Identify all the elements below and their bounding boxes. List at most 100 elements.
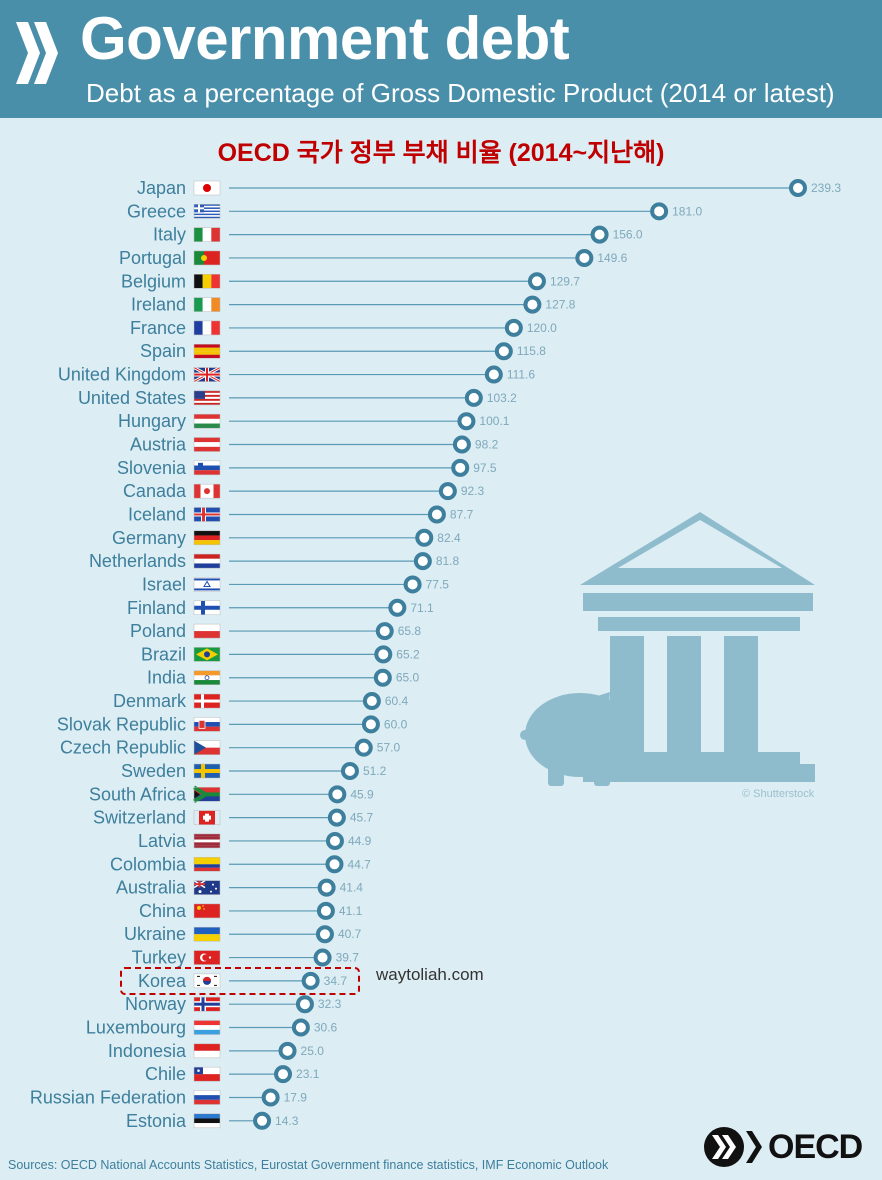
country-label: Chile	[145, 1064, 186, 1084]
value-label: 32.3	[318, 997, 342, 1011]
value-marker	[361, 715, 380, 734]
value-label: 87.7	[450, 507, 474, 521]
value-marker	[374, 645, 393, 664]
country-label: Brazil	[141, 644, 186, 664]
watermark-text: waytoliah.com	[376, 965, 484, 984]
value-label: 57.0	[377, 741, 401, 755]
country-label: China	[139, 901, 187, 921]
country-label: Ukraine	[124, 924, 186, 944]
value-label: 14.3	[275, 1114, 299, 1128]
value-marker	[325, 855, 344, 874]
value-label: 30.6	[314, 1021, 338, 1035]
value-label: 44.7	[347, 857, 371, 871]
value-label: 82.4	[437, 531, 461, 545]
value-label: 156.0	[613, 228, 643, 242]
korea-highlight-box	[120, 967, 360, 995]
value-label: 98.2	[475, 438, 499, 452]
china-flag-icon	[193, 903, 221, 919]
value-label: 41.4	[340, 881, 364, 895]
value-label: 181.0	[672, 204, 702, 218]
country-label: India	[147, 668, 187, 688]
south-africa-flag-icon	[192, 785, 221, 804]
value-marker	[452, 435, 471, 454]
value-marker	[650, 202, 669, 221]
value-marker	[427, 505, 446, 524]
value-label: 23.1	[296, 1067, 320, 1081]
chile-flag-icon	[193, 1066, 221, 1082]
value-marker	[278, 1041, 297, 1060]
oecd-logo-text: OECD	[768, 1128, 863, 1166]
value-label: 39.7	[336, 951, 360, 965]
japan-flag-icon	[193, 180, 221, 196]
value-marker	[340, 762, 359, 780]
value-marker	[494, 342, 513, 361]
country-label: Australia	[116, 878, 187, 898]
netherlands-flag-icon	[193, 553, 221, 569]
country-label: Slovak Republic	[57, 714, 186, 734]
country-label: Finland	[127, 598, 186, 618]
indonesia-flag-icon	[193, 1043, 221, 1059]
united-states-flag-icon	[193, 390, 221, 406]
finland-flag-icon	[193, 600, 221, 616]
country-label: Japan	[137, 178, 186, 198]
value-marker	[438, 482, 457, 501]
oecd-logo-icon	[704, 1127, 762, 1167]
israel-flag-icon	[193, 577, 221, 592]
value-label: 115.8	[517, 344, 546, 358]
country-label: Austria	[130, 435, 187, 455]
poland-flag-icon	[193, 623, 221, 639]
value-label: 65.8	[398, 624, 422, 638]
belgium-flag-icon	[193, 274, 221, 289]
germany-flag-icon	[193, 530, 221, 546]
country-label: Estonia	[126, 1111, 187, 1131]
latvia-flag-icon	[193, 833, 221, 849]
sources-note: Sources: OECD National Accounts Statisti…	[8, 1158, 609, 1172]
value-label: 129.7	[550, 274, 580, 288]
country-label: Canada	[123, 481, 187, 501]
russian-federation-flag-icon	[193, 1090, 221, 1105]
value-label: 44.9	[348, 834, 372, 848]
country-label: Spain	[140, 341, 186, 361]
value-marker	[327, 808, 346, 827]
value-marker	[504, 318, 523, 337]
country-label: Italy	[153, 225, 186, 245]
value-label: 65.2	[396, 647, 420, 661]
slovenia-flag-icon	[193, 460, 221, 476]
value-marker	[415, 528, 434, 547]
value-marker	[523, 295, 542, 314]
oecd-chevrons-icon	[16, 22, 58, 84]
value-label: 65.0	[396, 671, 420, 685]
value-marker	[484, 365, 503, 384]
value-label: 81.8	[436, 554, 460, 568]
value-label: 40.7	[338, 927, 362, 941]
turkey-flag-icon	[193, 950, 221, 965]
value-marker	[527, 272, 546, 291]
value-marker	[274, 1065, 293, 1084]
country-label: Ireland	[131, 295, 186, 315]
value-marker	[261, 1088, 280, 1107]
country-label: Russian Federation	[30, 1087, 186, 1107]
canada-flag-icon	[193, 483, 221, 499]
value-marker	[451, 458, 470, 477]
value-marker	[789, 179, 807, 197]
country-label: United States	[78, 388, 186, 408]
value-marker	[373, 668, 392, 687]
country-label: Sweden	[121, 761, 186, 781]
value-marker	[354, 738, 373, 757]
value-marker	[590, 225, 609, 244]
country-label: Belgium	[121, 271, 186, 291]
country-label: Latvia	[138, 831, 187, 851]
value-label: 71.1	[410, 601, 434, 615]
value-marker	[317, 878, 336, 897]
value-marker	[325, 831, 344, 850]
value-label: 92.3	[461, 484, 485, 498]
czech-republic-flag-icon	[193, 740, 221, 755]
value-marker	[464, 388, 483, 407]
country-label: Portugal	[119, 248, 186, 268]
country-label: Hungary	[118, 411, 186, 431]
spain-flag-icon	[193, 343, 221, 359]
value-label: 45.7	[350, 811, 374, 825]
united-kingdom-flag-icon	[193, 366, 221, 383]
value-label: 41.1	[339, 904, 363, 918]
